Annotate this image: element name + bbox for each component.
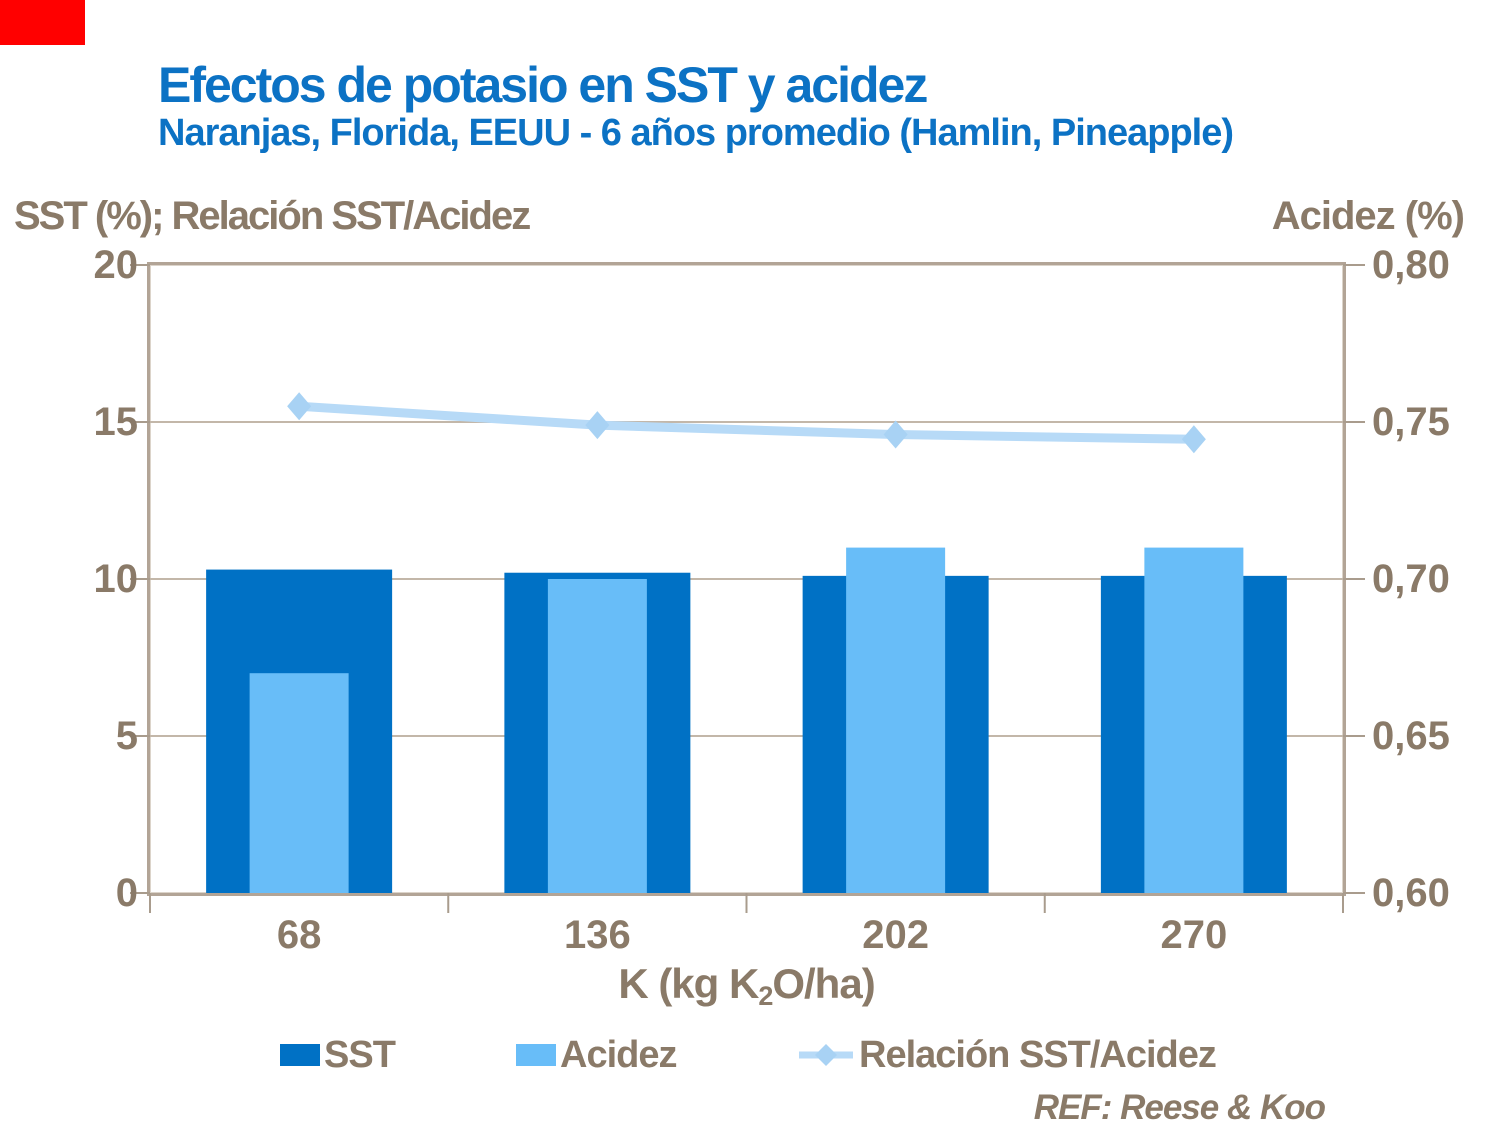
right-axis-tick-label: 0,80 [1372,243,1450,287]
chart-title: Efectos de potasio en SST y acidez [158,57,928,113]
x-axis-title-suffix: O/ha) [772,960,875,1007]
corner-accent-red-block [0,0,85,45]
chart-canvas [130,264,1365,913]
right-axis-title: Acidez (%) [1271,194,1465,238]
left-axis-tick-label: 15 [93,400,139,444]
relacion-line-swatch [799,1044,853,1066]
left-axis-title: SST (%); Relación SST/Acidez [14,194,531,238]
chart-subtitle: Naranjas, Florida, EEUU - 6 años promedi… [158,112,1234,154]
x-axis-title-text: K (kg K [618,960,759,1007]
x-axis-tick-label: 270 [1160,913,1228,957]
sst-series-swatch [280,1044,320,1066]
legend-label-relacion: Relación SST/Acidez [859,1034,1217,1076]
x-axis-tick-label: 68 [276,913,322,957]
x-axis-title: K (kg K2O/ha) [150,960,1343,1012]
x-axis-title-subscript: 2 [758,981,773,1011]
x-axis-tick-label: 202 [862,913,929,957]
left-axis-tick-label: 20 [93,243,139,287]
right-axis-tick-label: 0,75 [1372,400,1450,444]
legend-item-relacion: Relación SST/Acidez [797,1034,1217,1076]
legend-item-acidez: Acidez [516,1034,677,1076]
left-axis-tick-label: 0 [115,871,138,915]
acidez-series-swatch [516,1044,556,1066]
right-axis-tick-label: 0,70 [1372,557,1450,601]
legend-label-sst: SST [324,1034,396,1076]
left-axis-tick-label: 5 [115,714,138,758]
reference-text: REF: Reese & Koo [1033,1088,1326,1127]
legend-item-sst: SST [280,1034,396,1076]
left-axis-tick-label: 10 [93,557,139,601]
right-axis-tick-label: 0,65 [1372,714,1450,758]
plot-area [130,262,1365,913]
x-axis-tick-label: 136 [564,913,631,957]
legend-label-acidez: Acidez [560,1034,677,1076]
right-axis-tick-label: 0,60 [1372,871,1450,915]
